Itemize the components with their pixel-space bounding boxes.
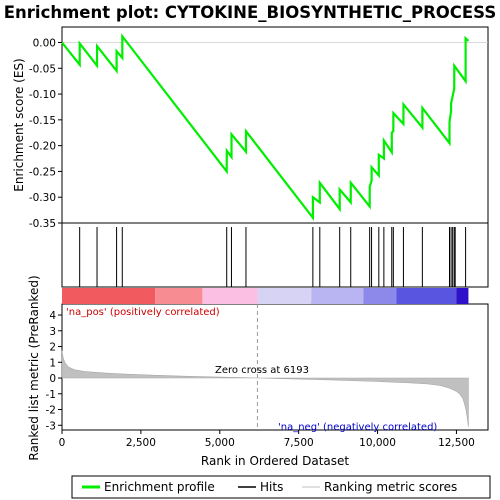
legend: Enrichment profile Hits Ranking metric sco… <box>82 480 457 494</box>
x-axis-label: Rank in Ordered Dataset <box>201 454 349 468</box>
x-tick-label: 7,500 <box>284 437 314 449</box>
metric-y-tick-label: 1 <box>49 357 56 369</box>
metric-y-tick-label: 2 <box>49 342 56 354</box>
x-tick-label: 10,000 <box>359 437 396 449</box>
colorbar-segment <box>202 288 258 304</box>
es-y-tick-label: 0.00 <box>33 37 56 49</box>
colorbar-segment <box>396 288 457 304</box>
colorbar-segment <box>62 288 156 304</box>
es-y-axis: 0.00 -0.05 -0.10 -0.15 -0.20 -0.25 -0.30 -0.35 <box>29 37 488 230</box>
hit-markers <box>79 227 467 287</box>
neg-label: 'na_neg' (negatively correlated) <box>278 422 437 433</box>
x-tick-label: 2,500 <box>126 437 156 449</box>
x-tick-label: 0 <box>59 437 66 449</box>
es-y-label: Enrichment score (ES) <box>12 58 26 191</box>
colorbar-segment <box>155 288 203 304</box>
colorbar-segment <box>456 288 469 304</box>
metric-y-label: Ranked list metric (PreRanked) <box>27 275 41 460</box>
legend-label: Hits <box>260 480 283 494</box>
x-tick-label: 5,000 <box>205 437 235 449</box>
metric-y-tick-label: 4 <box>49 310 56 322</box>
rank-colorbar <box>62 288 469 304</box>
colorbar-segment <box>257 288 312 304</box>
x-tick-label: 12,500 <box>438 437 475 449</box>
legend-box <box>71 475 491 499</box>
zero-cross-label: Zero cross at 6193 <box>215 365 309 376</box>
metric-y-tick-label: -3 <box>46 420 56 432</box>
metric-y-tick-label: -1 <box>46 389 56 401</box>
enrichment-profile-line <box>61 33 470 222</box>
es-y-tick-label: -0.35 <box>29 218 56 230</box>
es-y-tick-label: -0.10 <box>29 89 56 101</box>
metric-y-tick-label: 3 <box>49 326 56 338</box>
es-panel <box>61 26 489 224</box>
es-y-tick-label: -0.30 <box>29 192 56 204</box>
metric-y-tick-label: -2 <box>46 405 56 417</box>
colorbar-segment <box>363 288 397 304</box>
colorbar-segment <box>311 288 364 304</box>
pos-label: 'na_pos' (positively correlated) <box>66 307 220 318</box>
legend-label: Ranking metric scores <box>324 480 457 494</box>
metric-y-axis: 4 3 2 1 0 -1 -2 -3 <box>46 310 62 432</box>
legend-label: Enrichment profile <box>104 480 215 494</box>
hits-panel <box>61 222 489 288</box>
ranking-metric-series <box>61 350 469 427</box>
x-axis: 0 2,500 5,000 7,500 10,000 12,500 <box>59 430 475 449</box>
metric-panel <box>61 303 489 431</box>
ranking-metric-area <box>61 304 469 430</box>
metric-y-tick-label: 0 <box>49 373 56 385</box>
es-y-tick-label: -0.15 <box>29 115 56 127</box>
enrichment-profile-series <box>61 33 470 222</box>
chart-title: Enrichment plot: CYTOKINE_BIOSYNTHETIC_P… <box>4 3 496 22</box>
es-y-tick-label: -0.25 <box>29 166 56 178</box>
es-y-tick-label: -0.20 <box>29 141 56 153</box>
es-y-tick-label: -0.05 <box>29 63 56 75</box>
